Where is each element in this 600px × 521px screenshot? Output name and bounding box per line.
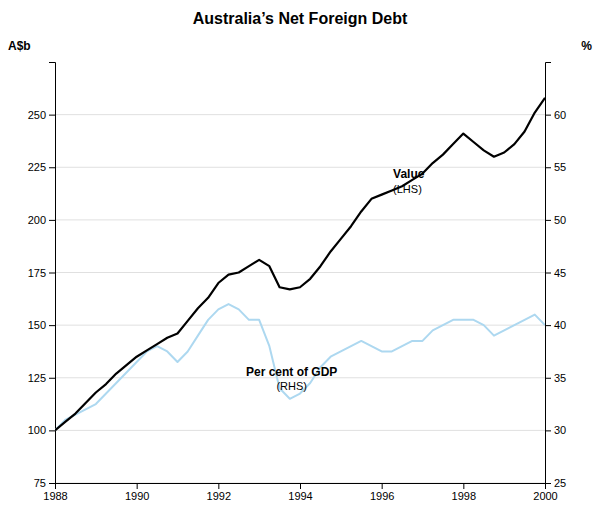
tick-label: 175 (28, 267, 46, 279)
tick-label: 30 (554, 424, 566, 436)
tick: 75 (34, 477, 55, 489)
tick-mark (49, 220, 55, 221)
grid-line (55, 430, 545, 431)
x-axis: 1988 1990 1992 1994 1996 1998 2000 (43, 483, 557, 502)
tick-mark (49, 483, 55, 484)
tick: 45 (545, 267, 566, 279)
tick: 175 (28, 267, 55, 279)
tick: 1998 (452, 483, 476, 502)
tick-mark (49, 325, 55, 326)
tick-mark (545, 483, 551, 484)
tick-mark (463, 483, 464, 489)
axis-line (56, 484, 546, 490)
annotation: Value (393, 167, 425, 181)
tick-mark (545, 220, 551, 221)
axis-line (49, 63, 56, 484)
tick-label: 225 (28, 161, 46, 173)
tick-mark (545, 167, 551, 168)
tick-mark (137, 483, 138, 489)
tick-label: 75 (34, 477, 46, 489)
tick: 40 (545, 319, 566, 331)
tick-label: 55 (554, 161, 566, 173)
tick: 125 (28, 372, 55, 384)
plot: 1988 1990 1992 1994 1996 1998 2000 75 100 125 150 1… (8, 39, 592, 502)
tick-mark (49, 273, 55, 274)
tick-label: 125 (28, 372, 46, 384)
annotation: (RHS) (276, 380, 307, 392)
tick-label: 1996 (370, 490, 394, 502)
tick-label: 1992 (207, 490, 231, 502)
tick-mark (49, 430, 55, 431)
tick-mark (545, 430, 551, 431)
tick-label: 150 (28, 319, 46, 331)
tick: 225 (28, 161, 55, 173)
tick-mark (49, 378, 55, 379)
y2-axis-label: % (581, 39, 592, 53)
y-axis: 75 100 125 150 175 200 225 250 (28, 63, 56, 490)
tick-label: 50 (554, 214, 566, 226)
tick-label: 35 (554, 372, 566, 384)
grid-line (55, 219, 545, 220)
tick-label: 100 (28, 424, 46, 436)
tick: 60 (545, 109, 566, 121)
tick-mark (300, 483, 301, 489)
tick-mark (49, 115, 55, 116)
y-axis-label: A$b (8, 39, 31, 53)
tick-mark (545, 325, 551, 326)
lines (55, 98, 545, 431)
grid-line (55, 325, 545, 326)
tick-label: 200 (28, 214, 46, 226)
annotations: Value (LHS) Per cent of GDP(RHS) (246, 167, 425, 392)
tick: 1990 (125, 483, 149, 502)
tick: 25 (545, 477, 566, 489)
tick: 1996 (370, 483, 394, 502)
tick-label: 45 (554, 267, 566, 279)
tick-mark (545, 273, 551, 274)
tick: 100 (28, 424, 55, 436)
tick-label: 25 (554, 477, 566, 489)
tick: 200 (28, 214, 55, 226)
tick-label: 1998 (452, 490, 476, 502)
annotation: Per cent of GDP (246, 365, 337, 379)
tick-mark (218, 483, 219, 489)
grid-line (55, 114, 545, 115)
tick-label: 1988 (43, 490, 67, 502)
title: Australia’s Net Foreign Debt (193, 10, 408, 27)
tick-label: 1990 (125, 490, 149, 502)
tick-label: 60 (554, 109, 566, 121)
grid (55, 115, 545, 483)
tick: 250 (28, 109, 55, 121)
tick-label: 250 (28, 109, 46, 121)
tick: 35 (545, 372, 566, 384)
series-line (55, 98, 545, 431)
tick: 150 (28, 319, 55, 331)
tick-label: 1994 (288, 490, 312, 502)
tick: 1988 (43, 483, 67, 502)
tick: 55 (545, 161, 566, 173)
series-line (55, 304, 545, 430)
tick-label: 2000 (533, 490, 557, 502)
tick-mark (545, 378, 551, 379)
axis-line (546, 63, 552, 484)
tick-mark (545, 115, 551, 116)
tick: 1994 (288, 483, 312, 502)
tick: 1992 (207, 483, 231, 502)
tick-mark (382, 483, 383, 489)
tick-mark (49, 167, 55, 168)
tick: 30 (545, 424, 566, 436)
grid-line (55, 167, 545, 168)
tick-label: 40 (554, 319, 566, 331)
y2-axis: 25 30 35 40 45 50 55 60 (545, 63, 566, 490)
grid-line (55, 272, 545, 273)
annotation: (LHS) (393, 183, 422, 195)
chart: 1988 1990 1992 1994 1996 1998 2000 75 100 125 150 1… (0, 0, 600, 521)
tick: 50 (545, 214, 566, 226)
